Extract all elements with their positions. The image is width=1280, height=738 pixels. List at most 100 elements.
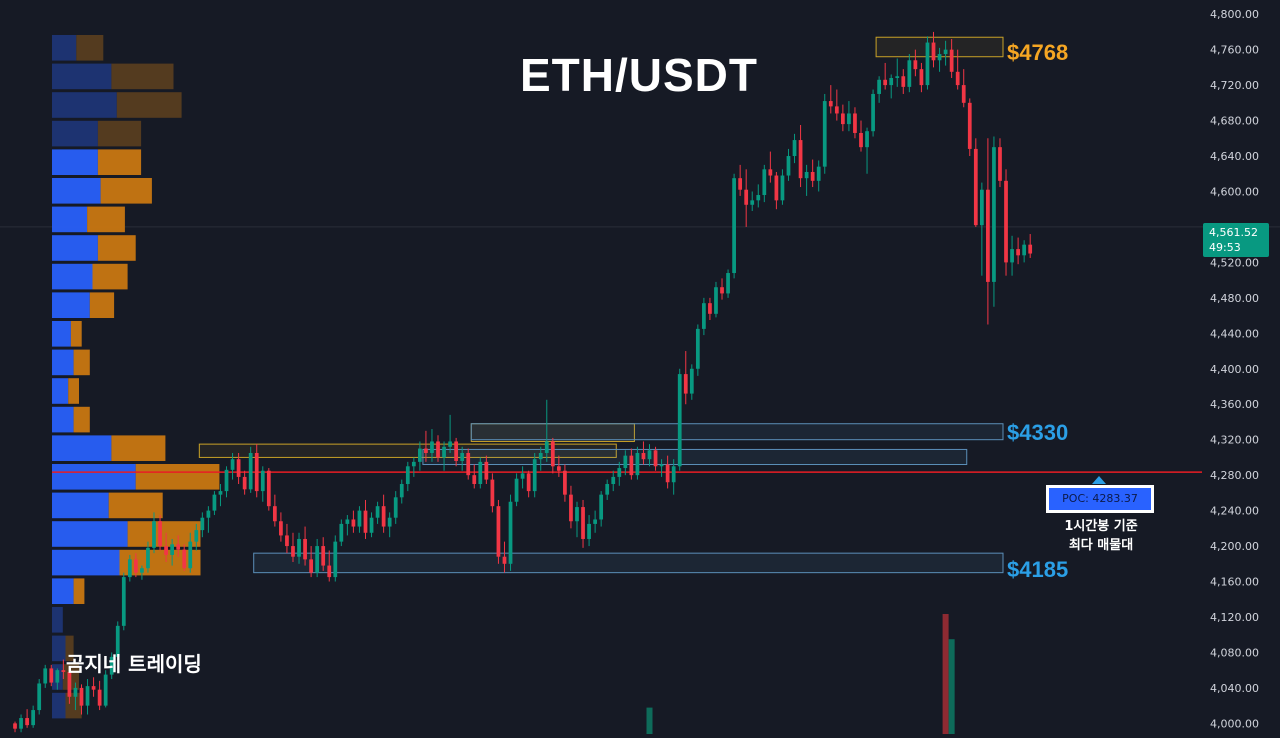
candle [714,281,718,318]
poc-arrow-icon [1092,476,1106,484]
candle-body [152,521,156,548]
vp-buy-bar [52,635,66,662]
candle-body [254,452,259,492]
watermark-label: 곰지네 트레이딩 [66,652,202,676]
candle [647,444,652,467]
candle-body [303,538,307,560]
candle [315,538,320,578]
candle-body [786,156,791,176]
candle-body [828,101,833,107]
candle [998,138,1002,188]
candle [218,484,223,507]
y-tick-label: 4,480.00 [1210,292,1259,305]
candle-body [230,459,235,470]
candle [279,512,283,542]
vp-sell-bar [116,92,182,118]
candle [792,133,797,164]
candle [484,455,489,485]
vp-buy-bar [52,149,98,175]
candle-body [339,523,344,542]
candle-body [1016,249,1020,256]
candle-body [315,546,320,573]
vp-sell-bar [108,492,163,519]
candle-body [816,166,821,181]
vp-sell-bar [73,406,90,433]
candle [164,532,168,563]
candle-body [448,441,452,447]
candle-body [907,60,912,87]
candle [134,553,138,578]
candle [405,461,410,492]
candle [629,448,634,480]
y-tick-label: 4,760.00 [1210,44,1259,57]
candle [853,107,857,139]
candle-body [526,473,531,492]
candle [683,351,688,405]
y-tick-label: 4,680.00 [1210,115,1259,128]
candle-body [345,519,350,524]
candle-body [744,189,749,205]
candle-body [726,273,730,294]
candle [309,546,313,578]
candle [206,506,211,533]
candle [303,526,307,566]
candle [635,446,640,480]
candle [828,85,833,114]
candle [85,679,90,715]
vp-buy-bar [52,378,69,404]
candle [943,40,948,66]
candle [768,151,773,183]
candle-body [97,689,102,706]
candle-body [242,476,247,490]
candle-body [158,521,162,547]
candle [532,452,537,498]
candle [460,446,465,471]
candle [810,159,815,188]
candle-body [502,556,507,564]
candle [774,171,779,210]
candle [786,148,791,181]
candle-body [1010,249,1014,263]
candle-body [593,519,597,524]
candle [91,677,96,697]
candle-body [986,189,990,282]
candle [865,127,869,174]
candle [25,709,29,728]
candle [224,466,229,498]
candle [599,491,604,527]
candle-body [973,148,978,226]
candle-body [762,169,767,196]
candle-body [1028,244,1033,254]
resistance-price-label: $4330 [1007,420,1069,445]
candle-body [943,49,948,55]
candle-body [1004,180,1008,263]
candle-body [218,491,223,495]
candle-body [31,710,36,726]
candle [67,667,72,704]
candle [49,664,54,687]
candle [242,470,247,495]
candle [605,479,610,500]
candle-body [889,78,894,86]
vp-buy-bar [52,349,74,376]
vp-buy-bar [52,607,63,633]
candle [859,120,863,152]
candle [79,684,84,715]
candle [13,721,17,733]
candle [115,621,120,662]
candle [834,89,839,121]
candle [738,164,743,196]
candle [381,494,386,533]
candle-body [671,466,676,483]
candle [254,444,259,498]
candle-body [581,507,585,539]
candle [901,69,906,94]
support-price-label: $4185 [1007,557,1069,582]
candle [436,435,440,462]
candle-body [85,686,90,706]
candle [569,485,573,529]
candle-body [146,547,150,569]
candle [508,494,513,571]
candle-body [532,459,537,492]
candle-body [623,455,628,469]
